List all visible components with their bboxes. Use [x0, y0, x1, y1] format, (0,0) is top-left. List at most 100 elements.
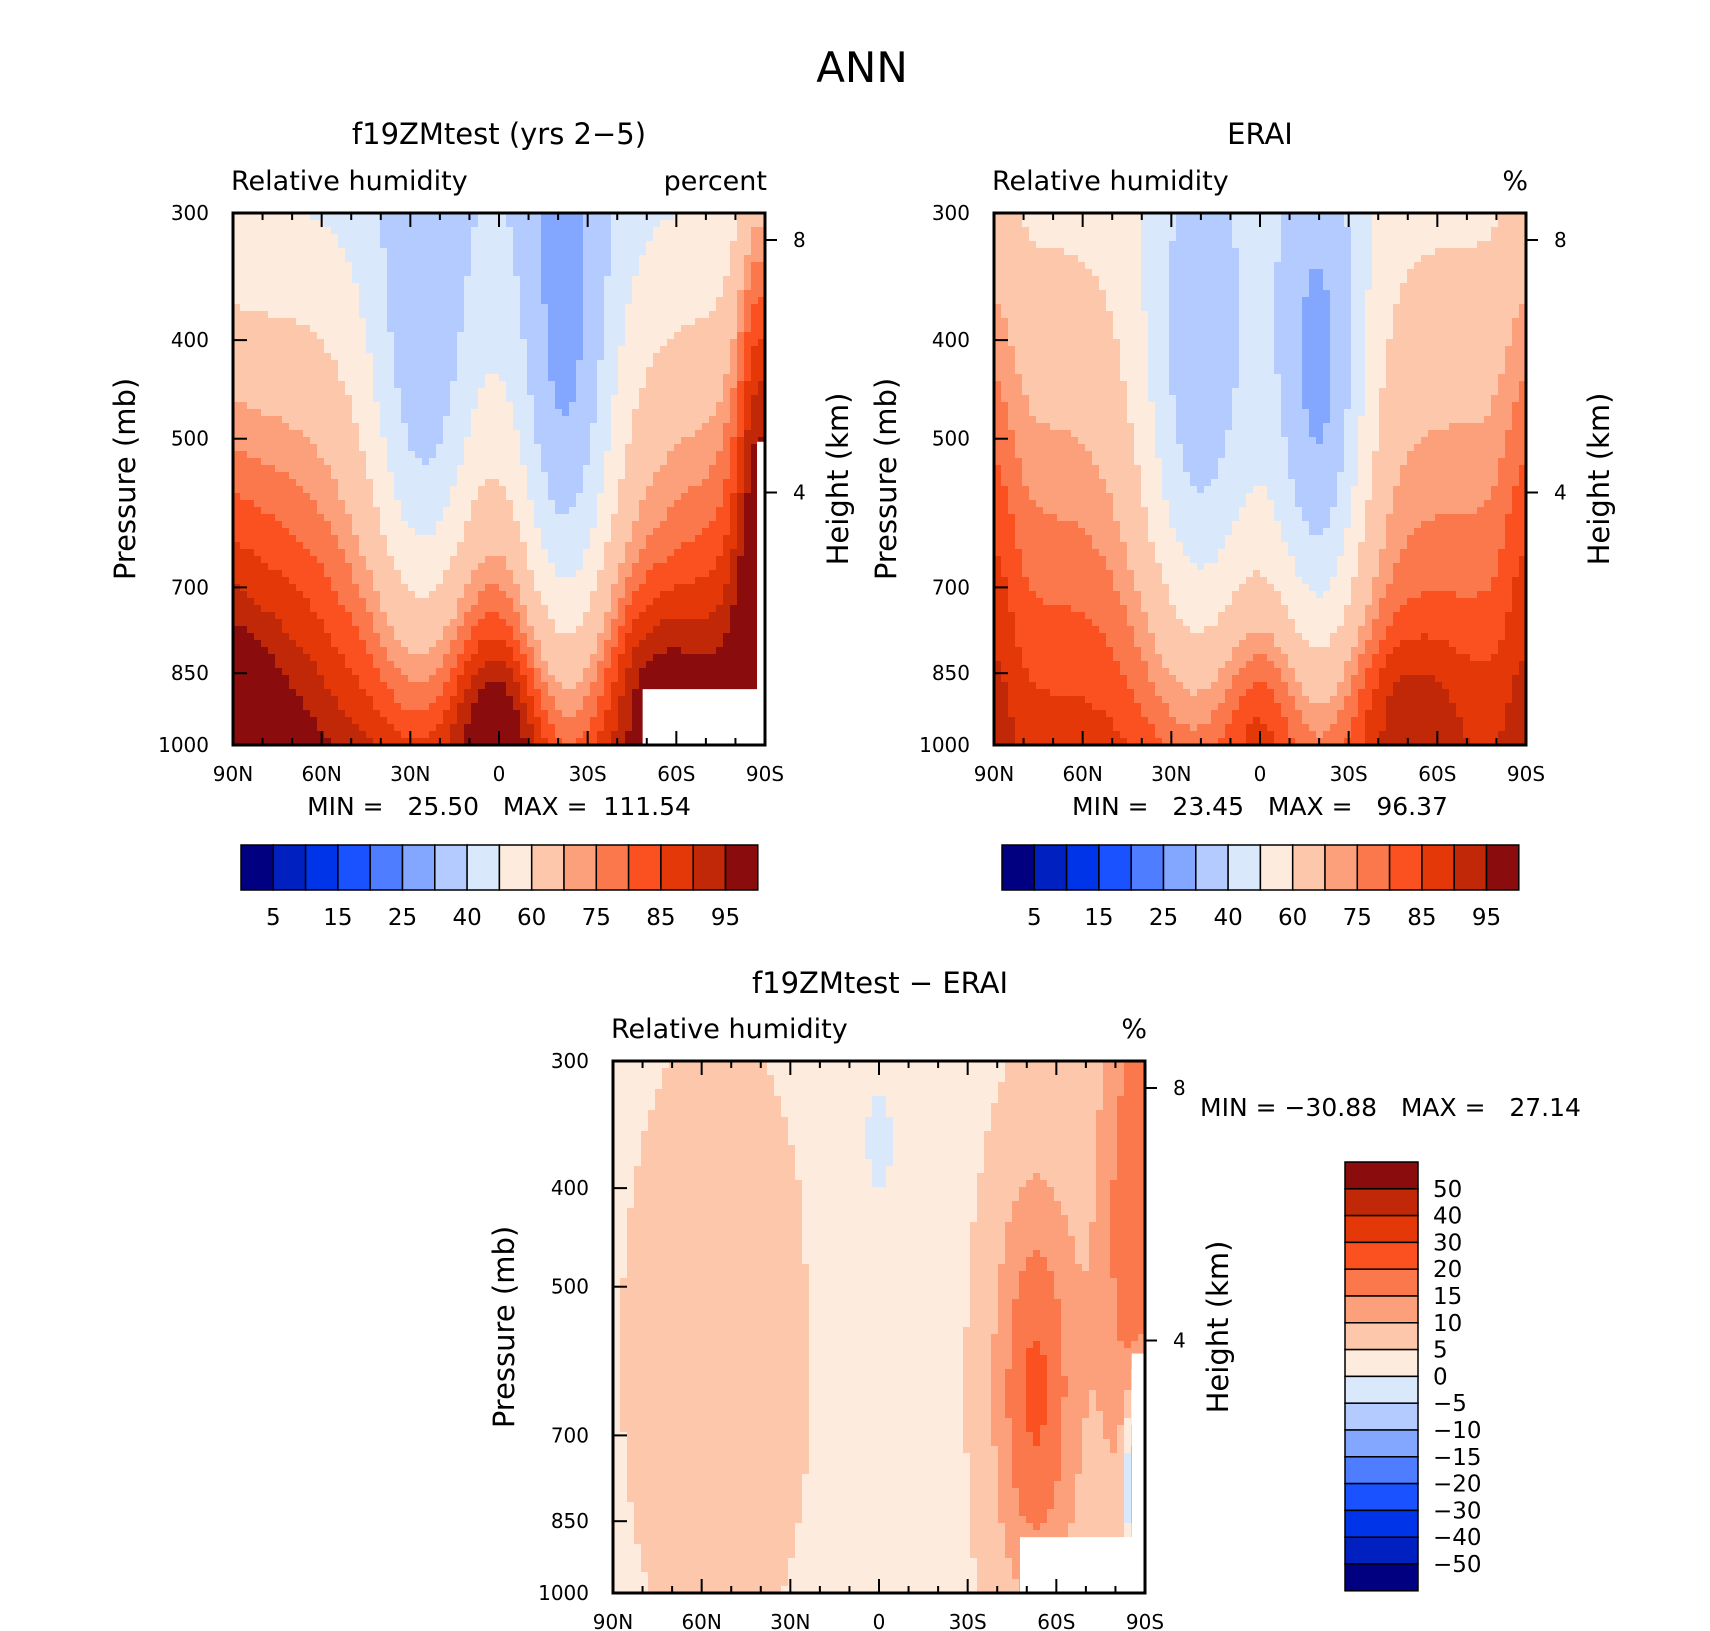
contour-cell: [254, 430, 262, 438]
contour-cell: [373, 262, 381, 270]
contour-cell: [471, 647, 479, 655]
contour-cell: [471, 465, 479, 473]
contour-cell: [492, 381, 500, 389]
contour-cell: [282, 381, 290, 389]
contour-cell: [380, 682, 388, 690]
contour-cell: [653, 290, 661, 298]
contour-cell: [569, 241, 577, 249]
contour-cell: [317, 563, 325, 571]
contour-cell: [541, 269, 549, 277]
contour-cell: [296, 269, 304, 277]
contour-cell: [450, 248, 458, 256]
contour-cell: [373, 465, 381, 473]
contour-cell: [653, 542, 661, 550]
contour-cell: [674, 234, 682, 242]
contour-cell: [583, 612, 591, 620]
contour-cell: [653, 549, 661, 557]
contour-cell: [639, 556, 647, 564]
contour-cell: [667, 472, 675, 480]
contour-cell: [569, 346, 577, 354]
contour-cell: [380, 472, 388, 480]
contour-cell: [443, 619, 451, 627]
contour-cell: [331, 325, 339, 333]
contour-cell: [660, 234, 668, 242]
contour-cell: [261, 591, 269, 599]
contour-cell: [569, 276, 577, 284]
contour-cell: [366, 388, 374, 396]
contour-cell: [422, 598, 430, 606]
contour-cell: [450, 535, 458, 543]
contour-cell: [499, 381, 507, 389]
contour-cell: [688, 563, 696, 571]
contour-cell: [457, 703, 465, 711]
contour-cell: [660, 647, 668, 655]
contour-cell: [604, 227, 612, 235]
contour-cell: [422, 570, 430, 578]
contour-cell: [296, 409, 304, 417]
contour-cell: [324, 423, 332, 431]
contour-cell: [310, 388, 318, 396]
contour-cell: [527, 584, 535, 592]
contour-cell: [408, 360, 416, 368]
contour-cell: [464, 724, 472, 732]
contour-cell: [527, 710, 535, 718]
contour-cell: [408, 381, 416, 389]
contour-cell: [282, 220, 290, 228]
contour-cell: [639, 220, 647, 228]
contour-cell: [380, 549, 388, 557]
contour-cell: [569, 402, 577, 410]
contour-cell: [254, 444, 262, 452]
contour-cell: [534, 507, 542, 515]
contour-cell: [394, 493, 402, 501]
contour-cell: [422, 325, 430, 333]
contour-cell: [261, 577, 269, 585]
contour-cell: [688, 458, 696, 466]
contour-cell: [506, 297, 514, 305]
contour-cell: [436, 549, 444, 557]
contour-cell: [310, 703, 318, 711]
contour-cell: [380, 220, 388, 228]
contour-cell: [240, 416, 248, 424]
contour-cell: [471, 367, 479, 375]
contour-cell: [464, 311, 472, 319]
contour-cell: [492, 283, 500, 291]
contour-cell: [688, 549, 696, 557]
contour-cell: [471, 633, 479, 641]
contour-cell: [394, 353, 402, 361]
contour-cell: [492, 451, 500, 459]
contour-cell: [653, 220, 661, 228]
contour-cell: [317, 654, 325, 662]
contour-cell: [247, 381, 255, 389]
contour-cell: [457, 668, 465, 676]
contour-cell: [478, 451, 486, 459]
contour-cell: [289, 416, 297, 424]
contour-cell: [289, 395, 297, 403]
contour-cell: [660, 521, 668, 529]
contour-cell: [408, 451, 416, 459]
contour-cell: [247, 514, 255, 522]
contour-cell: [646, 388, 654, 396]
contour-cell: [240, 626, 248, 634]
contour-cell: [415, 458, 423, 466]
contour-cell: [387, 570, 395, 578]
contour-cell: [233, 591, 241, 599]
contour-cell: [443, 353, 451, 361]
contour-cell: [492, 465, 500, 473]
contour-cell: [674, 395, 682, 403]
contour-cell: [254, 479, 262, 487]
contour-cell: [527, 269, 535, 277]
contour-cell: [408, 570, 416, 578]
contour-cell: [450, 556, 458, 564]
contour-cell: [429, 220, 437, 228]
contour-cell: [296, 493, 304, 501]
contour-cell: [394, 556, 402, 564]
contour-cell: [604, 535, 612, 543]
contour-cell: [422, 703, 430, 711]
contour-cell: [653, 332, 661, 340]
contour-cell: [681, 668, 689, 676]
contour-cell: [422, 465, 430, 473]
contour-cell: [233, 255, 241, 263]
contour-cell: [233, 332, 241, 340]
contour-cell: [569, 500, 577, 508]
contour-cell: [380, 647, 388, 655]
